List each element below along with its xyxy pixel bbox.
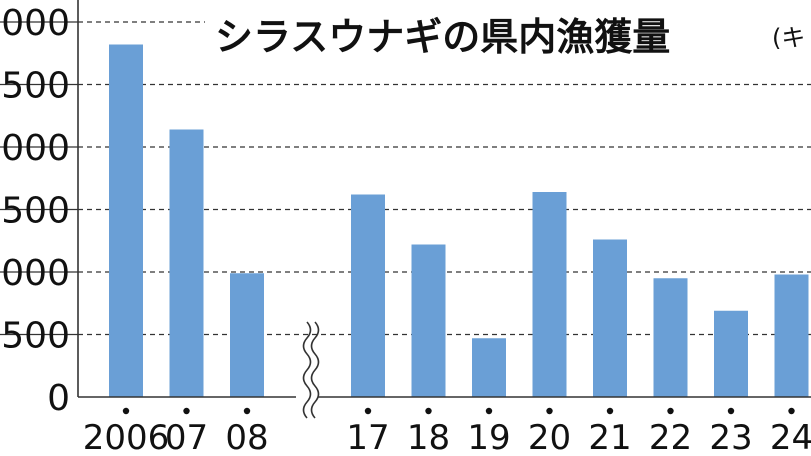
x-axis <box>77 0 811 398</box>
y-tick-label: 000 <box>1 3 70 44</box>
bar <box>169 129 204 397</box>
axis-break-mark <box>302 321 320 419</box>
x-tick-label: 18 <box>407 418 450 456</box>
chart-title: シラスウナギの県内漁獲量 <box>215 15 670 59</box>
x-tick-dot <box>425 407 432 415</box>
y-tick-label: 0 <box>47 378 70 419</box>
x-tick-label: 08 <box>225 418 268 456</box>
x-tick-label: 22 <box>649 418 692 456</box>
x-tick-dot <box>667 407 674 415</box>
bar <box>532 192 567 397</box>
bar <box>472 338 506 397</box>
x-tick-dot <box>788 407 795 415</box>
y-axis-ticks: 0 500 000 500 000 500 000 <box>1 3 70 419</box>
bar <box>230 273 264 397</box>
gridlines <box>0 21 811 336</box>
x-tick-dot <box>243 407 251 415</box>
x-tick-label: 20 <box>528 418 571 456</box>
bar <box>774 274 809 397</box>
x-tick-dot <box>546 407 553 415</box>
x-tick-dot <box>727 407 735 415</box>
break-left-wave <box>302 321 312 419</box>
x-tick-dot <box>122 407 130 415</box>
y-tick-label: 500 <box>1 316 70 357</box>
y-tick-label: 500 <box>1 66 70 107</box>
y-tick-label: 000 <box>1 253 70 294</box>
unit-note: (キ <box>772 24 805 52</box>
bar <box>653 278 688 397</box>
y-tick-label: 000 <box>1 128 70 169</box>
x-tick-label: 19 <box>467 418 510 456</box>
bar <box>714 310 748 397</box>
x-tick-dot <box>364 407 372 415</box>
bars <box>109 44 809 397</box>
x-tick-label: 2006 <box>83 418 170 456</box>
y-tick-label: 500 <box>1 191 70 232</box>
bar <box>109 44 143 397</box>
x-tick-label: 17 <box>346 418 389 456</box>
x-tick-label: 21 <box>588 418 631 456</box>
x-tick-dot <box>606 407 614 415</box>
title-background <box>205 8 811 66</box>
x-tick-dot <box>183 407 190 415</box>
x-tick-dot <box>485 407 493 415</box>
x-tick-label: 23 <box>709 418 752 456</box>
break-right-wave <box>310 321 320 419</box>
bar <box>593 239 627 397</box>
bar <box>411 244 446 397</box>
x-tick-label: 24 <box>770 418 811 456</box>
bar <box>351 194 385 397</box>
x-tick-label: 07 <box>165 418 208 456</box>
